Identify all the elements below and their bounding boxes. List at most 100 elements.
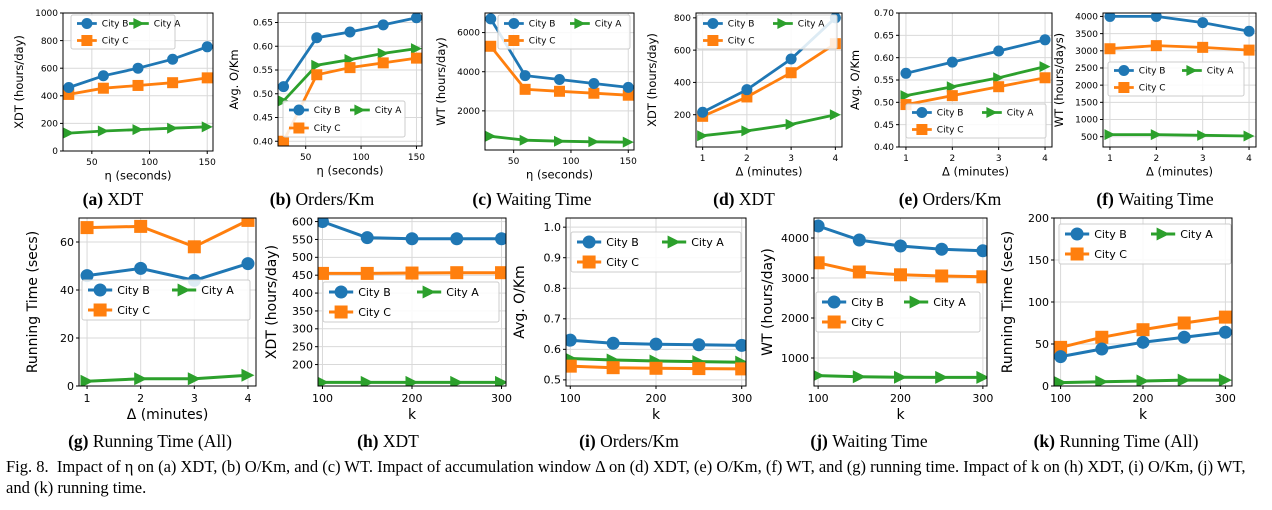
y-tick-label: 550 bbox=[292, 233, 313, 246]
data-point-city-c bbox=[735, 362, 746, 376]
legend-label: City B bbox=[1094, 228, 1127, 241]
legend-label: City A bbox=[1007, 109, 1035, 119]
data-point-city-a bbox=[187, 372, 201, 386]
data-point-city-a bbox=[697, 130, 709, 142]
data-point-city-b bbox=[167, 53, 179, 65]
data-point-city-b bbox=[852, 233, 866, 247]
data-point-city-c bbox=[360, 266, 374, 280]
data-point-city-b bbox=[278, 81, 290, 93]
subfigure-caption: (j) Waiting Time bbox=[810, 431, 927, 451]
data-point-city-c bbox=[946, 90, 958, 102]
legend-label: City A bbox=[1180, 228, 1213, 241]
y-tick-label: 600 bbox=[41, 64, 58, 74]
data-point-city-c bbox=[814, 256, 825, 270]
legend-label: City C bbox=[358, 306, 391, 319]
y-tick-label: 800 bbox=[674, 14, 691, 24]
data-point-city-a bbox=[935, 370, 949, 384]
x-tick-label: 100 bbox=[312, 392, 333, 405]
data-point-city-b bbox=[241, 257, 255, 271]
data-point-city-b bbox=[935, 242, 949, 256]
data-point-city-b bbox=[1054, 350, 1068, 364]
legend-label: City A bbox=[154, 20, 182, 30]
legend-marker bbox=[177, 283, 191, 297]
subfigure-label: (k) bbox=[1034, 431, 1060, 451]
x-tick-label: 100 bbox=[1050, 392, 1071, 405]
data-point-city-a bbox=[1218, 373, 1232, 386]
y-tick-label: 3000 bbox=[1075, 47, 1098, 57]
subfigure-label: (i) bbox=[579, 431, 600, 451]
data-point-city-b bbox=[588, 77, 600, 89]
y-tick-label: 20 bbox=[60, 332, 74, 345]
series-line-city-b bbox=[905, 38, 1046, 75]
data-point-city-a bbox=[132, 124, 144, 136]
data-point-city-b bbox=[1104, 13, 1116, 22]
data-point-city-c bbox=[495, 266, 506, 280]
legend-marker bbox=[582, 255, 596, 269]
x-tick-label: 200 bbox=[646, 392, 667, 405]
y-tick-label: 0.50 bbox=[253, 90, 273, 100]
subfigure-label: (c) bbox=[472, 189, 496, 209]
data-point-city-a bbox=[814, 370, 825, 381]
plot-area bbox=[485, 13, 634, 148]
x-axis-label: k bbox=[408, 407, 417, 423]
data-point-city-a bbox=[900, 90, 912, 102]
data-point-city-b bbox=[649, 337, 663, 351]
legend-label: City A bbox=[691, 236, 724, 249]
axes-frame bbox=[277, 12, 423, 147]
data-point-city-a bbox=[318, 376, 329, 386]
legend-marker bbox=[1118, 82, 1130, 93]
data-point-city-c bbox=[241, 218, 255, 227]
axes-frame bbox=[1053, 217, 1233, 387]
data-point-city-c bbox=[606, 361, 620, 375]
data-point-city-a bbox=[1104, 129, 1116, 141]
subfigure-caption: (k) Running Time (All) bbox=[1034, 431, 1199, 451]
axes-frame bbox=[484, 12, 635, 151]
y-tick-label: 500 bbox=[292, 251, 313, 264]
y-tick-label: 4000 bbox=[457, 68, 480, 78]
legend: City B City A City C bbox=[81, 279, 251, 321]
legend-marker bbox=[334, 305, 348, 319]
data-point-city-c bbox=[566, 359, 577, 373]
chart-panel-f: 500 1000 1500 2000 2500 3000 3500 4000 1 2 3 4 City … bbox=[1052, 12, 1257, 179]
data-point-city-b bbox=[900, 67, 912, 79]
y-tick-label: 2500 bbox=[1075, 64, 1098, 74]
legend: City B City A City C bbox=[1058, 223, 1232, 265]
y-tick-label: 0.5 bbox=[544, 374, 562, 387]
y-tick-label: 1500 bbox=[1075, 98, 1098, 108]
figure-caption: Fig. 8. Impact of η on (a) XDT, (b) O/Km… bbox=[6, 456, 1268, 498]
subfigure-label: (g) bbox=[68, 431, 93, 451]
y-tick-label: 40 bbox=[60, 284, 74, 297]
data-point-city-c bbox=[588, 87, 600, 99]
data-point-city-c bbox=[405, 266, 419, 280]
y-tick-label: 600 bbox=[674, 46, 691, 56]
data-point-city-c bbox=[187, 240, 201, 254]
legend-label: City A bbox=[201, 284, 234, 297]
x-tick-label: 3 bbox=[191, 392, 198, 405]
data-point-city-c bbox=[63, 88, 75, 100]
y-tick-label: 3000 bbox=[781, 272, 809, 285]
legend-marker bbox=[707, 35, 719, 46]
data-point-city-a bbox=[1095, 375, 1109, 386]
y-tick-label: 0.9 bbox=[544, 252, 562, 265]
legend: City B City A City C bbox=[815, 291, 981, 333]
data-point-city-b bbox=[894, 239, 907, 253]
legend-label: City A bbox=[595, 20, 623, 30]
plot-area bbox=[566, 333, 746, 376]
x-tick-label: 100 bbox=[808, 392, 829, 405]
y-axis-label: Avg. O/Km bbox=[512, 265, 528, 338]
data-point-city-b bbox=[63, 82, 75, 94]
y-tick-label: 1.0 bbox=[544, 221, 562, 234]
data-point-city-a bbox=[554, 135, 565, 147]
data-point-city-a bbox=[80, 374, 94, 386]
data-point-city-a bbox=[63, 127, 75, 139]
y-tick-label: 1000 bbox=[35, 9, 58, 19]
legend-marker bbox=[707, 18, 719, 29]
y-tick-label: 400 bbox=[41, 92, 58, 102]
data-point-city-a bbox=[785, 118, 797, 130]
data-point-city-c bbox=[344, 62, 356, 74]
data-point-city-a bbox=[201, 121, 213, 133]
data-point-city-c bbox=[1150, 40, 1162, 52]
legend: City B City A City C bbox=[905, 103, 1047, 139]
data-point-city-b bbox=[1095, 342, 1109, 356]
